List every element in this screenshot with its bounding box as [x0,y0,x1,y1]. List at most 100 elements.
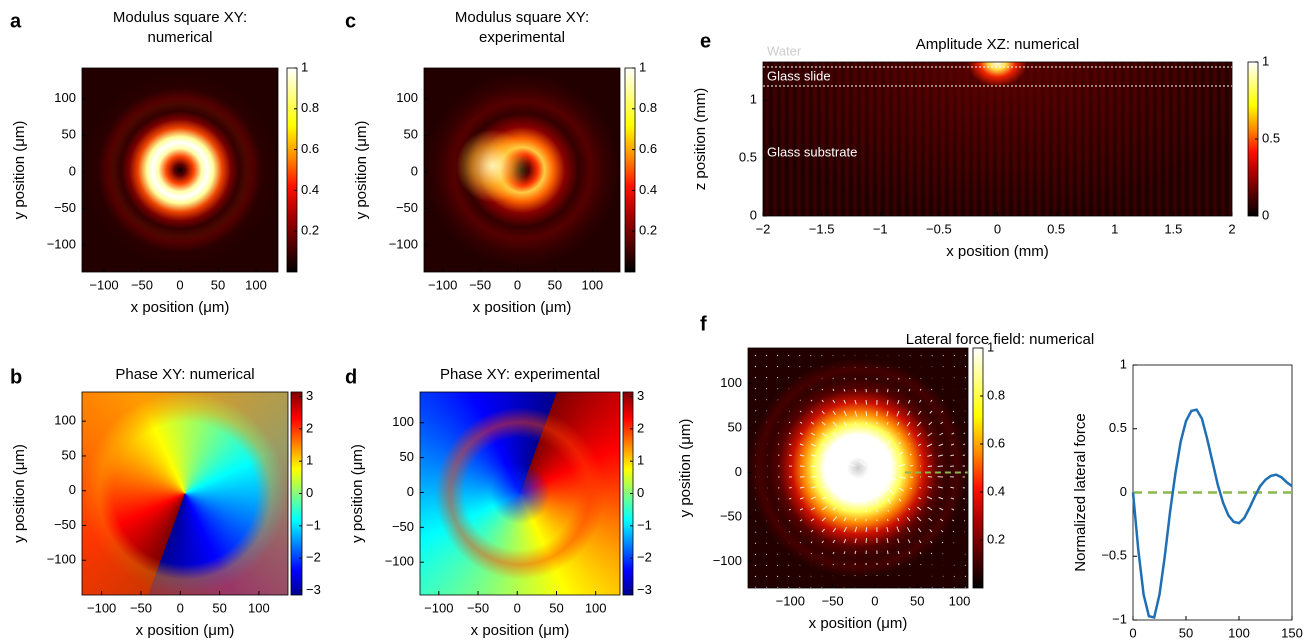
force-arrow [951,508,955,511]
force-arrow [917,443,922,447]
force-arrow [843,443,845,445]
force-arrow [861,487,867,496]
force-arrow [930,540,933,544]
force-arrow [898,441,901,445]
y-tick-label: 0 [407,484,414,499]
y-tick-label: −100 [47,552,76,567]
force-arrow [799,399,801,401]
force-arrow [951,519,955,522]
force-arrow [777,388,779,390]
force-arrow [788,421,791,424]
force-arrow [950,454,955,457]
colorbar-tick-label: 1 [987,339,994,354]
force-arrow [939,507,944,511]
force-arrow [963,432,966,435]
y-axis-label: y position (μm) [677,419,694,518]
x-tick-label: 100 [949,593,971,608]
y-tick-label: 0.5 [739,150,757,165]
panel-title: numerical [147,29,212,46]
force-arrow [940,518,944,522]
force-arrow [896,526,900,533]
force-arrow [832,551,835,555]
y-tick-label: 0 [69,163,76,178]
heatmap-image [763,62,1232,216]
force-arrow [938,443,944,447]
force-arrow [788,519,791,522]
y-tick-label: 1 [750,92,757,107]
force-arrow [887,439,891,445]
force-arrow [886,518,889,522]
y-axis-label: y position (μm) [11,444,28,543]
x-tick-label: −0.5 [926,221,952,236]
force-arrow [906,527,911,533]
colorbar-tick-label: −1 [306,517,321,532]
panel-letter: b [10,366,22,388]
force-arrow [887,509,889,512]
y-axis-label: y position (μm) [349,444,366,543]
force-arrow [799,541,802,544]
colorbar-tick-label: 0.2 [639,223,657,238]
panel-title: Modulus square XY: [455,9,589,26]
force-arrow [964,377,966,379]
colorbar-tick-label: 1 [301,59,308,74]
plot-frame [762,61,1233,217]
force-arrow [918,540,922,544]
panel-title: experimental [479,29,565,46]
colorbar-tick-label: −3 [637,582,652,597]
y-tick-label: 50 [400,449,414,464]
y-tick-label: 0.5 [1109,420,1127,435]
annotation: Glass substrate [767,144,857,159]
force-arrow [938,496,944,500]
force-arrow [843,526,848,533]
force-arrow [896,410,900,417]
force-arrow [876,476,881,485]
x-axis-label: x position (μm) [136,622,235,639]
force-arrow [952,530,955,533]
force-arrow [861,447,867,456]
panel-letter: f [700,313,707,335]
force-arrow [927,432,933,437]
force-arrow [928,421,933,426]
force-arrow [821,432,827,437]
y-tick-label: −1 [1112,611,1127,626]
force-arrow [788,432,791,435]
x-tick-label: 50 [549,600,563,615]
force-arrow [897,388,900,392]
force-arrow [854,399,857,405]
force-arrow [927,454,933,457]
x-tick-label: 0.5 [1047,221,1065,236]
x-axis-label: x position (μm) [809,615,908,632]
x-tick-label: 1 [1111,221,1118,236]
force-arrow [907,432,911,436]
force-arrow [897,517,900,522]
x-tick-label: 50 [211,277,225,292]
force-arrow [908,388,911,392]
force-arrow [847,476,856,480]
x-tick-label: −100 [424,600,453,615]
force-arrow [887,498,891,504]
x-tick-label: 1.5 [1164,221,1182,236]
y-axis-label: Normalized lateral force [1072,413,1089,571]
force-arrow [897,538,900,544]
force-arrow [810,465,817,468]
colorbar [623,392,633,595]
force-arrow [962,497,966,500]
force-arrow [765,564,768,567]
colorbar-tick-label: 3 [306,388,313,403]
force-arrow [941,541,944,544]
force-arrow [754,398,757,401]
force-arrow [839,464,845,467]
annotation: Water [767,43,802,58]
panel-letter: d [345,366,357,388]
force-arrow [799,410,802,413]
force-arrow [832,399,836,404]
force-arrow [864,439,867,445]
x-tick-label: 100 [245,277,267,292]
x-tick-label: 100 [248,600,270,615]
x-axis-label: x position (μm) [473,299,572,316]
force-arrow [854,421,857,426]
force-arrow [876,446,879,456]
panel-letter: e [700,30,711,52]
y-tick-label: −100 [389,236,418,251]
force-arrow [854,526,858,533]
